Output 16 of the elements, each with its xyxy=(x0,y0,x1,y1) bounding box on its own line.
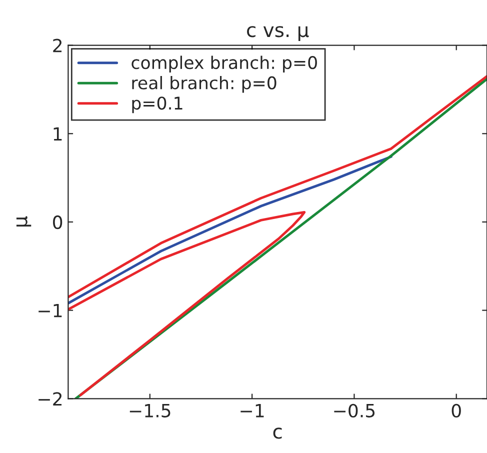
chart-title: c vs. μ xyxy=(247,26,309,42)
line-series xyxy=(68,155,392,304)
y-tick-label: 1 xyxy=(54,127,62,140)
x-tick-label: −1.5 xyxy=(130,404,170,418)
legend-label: real branch: p=0 xyxy=(132,76,276,93)
legend-label: complex branch: p=0 xyxy=(132,56,317,73)
x-tick-label: −1 xyxy=(240,404,264,418)
x-axis-title: c xyxy=(273,428,282,439)
x-tick-label: 0 xyxy=(452,404,461,418)
y-axis-title: μ xyxy=(16,216,32,227)
y-tick-label: 0 xyxy=(53,215,62,230)
y-tick-label: −2 xyxy=(38,392,62,406)
y-tick-label: 2 xyxy=(53,38,62,52)
x-tick-label: −0.5 xyxy=(334,404,375,418)
legend-label: p=0.1 xyxy=(132,96,182,114)
y-tick-label: −1 xyxy=(38,304,62,318)
